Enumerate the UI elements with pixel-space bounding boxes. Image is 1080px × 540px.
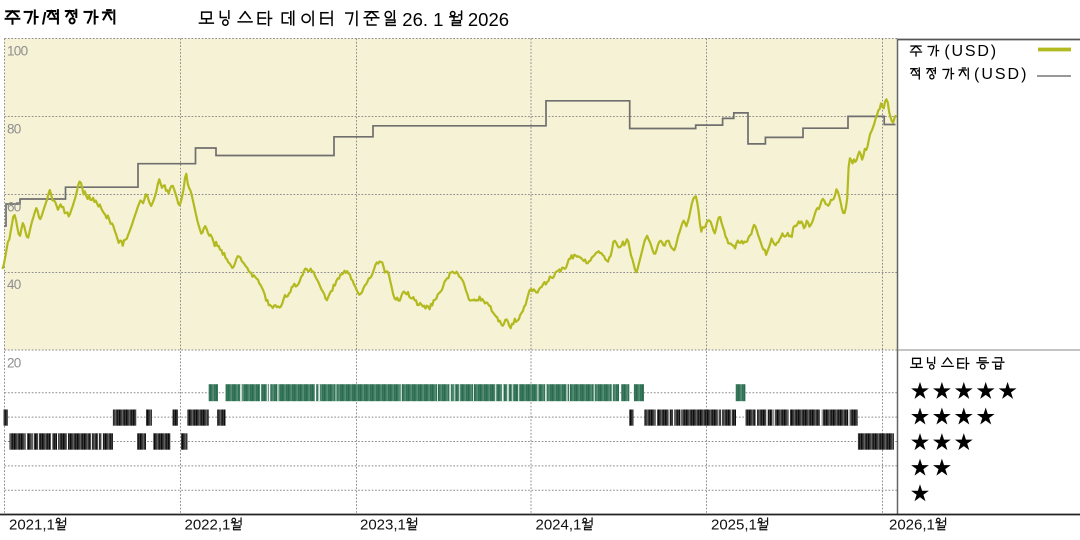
svg-text:2025,1: 2025,1 <box>711 517 757 534</box>
svg-text:2023,1: 2023,1 <box>360 517 406 534</box>
svg-text:26. 1: 26. 1 <box>402 9 443 30</box>
svg-text:(USD): (USD) <box>974 66 1028 83</box>
svg-text:2021,1: 2021,1 <box>9 517 55 534</box>
svg-text:60: 60 <box>7 200 21 215</box>
svg-text:2026: 2026 <box>468 9 509 30</box>
svg-text:40: 40 <box>7 277 21 292</box>
svg-text:80: 80 <box>7 122 21 137</box>
svg-text:(USD): (USD) <box>944 43 997 60</box>
svg-text:20: 20 <box>7 356 21 371</box>
svg-text:100: 100 <box>7 44 28 59</box>
svg-text:2026,1: 2026,1 <box>889 517 935 534</box>
svg-text:2024,1: 2024,1 <box>536 517 582 534</box>
svg-text:/: / <box>42 9 47 28</box>
svg-text:2022,1: 2022,1 <box>185 517 231 534</box>
